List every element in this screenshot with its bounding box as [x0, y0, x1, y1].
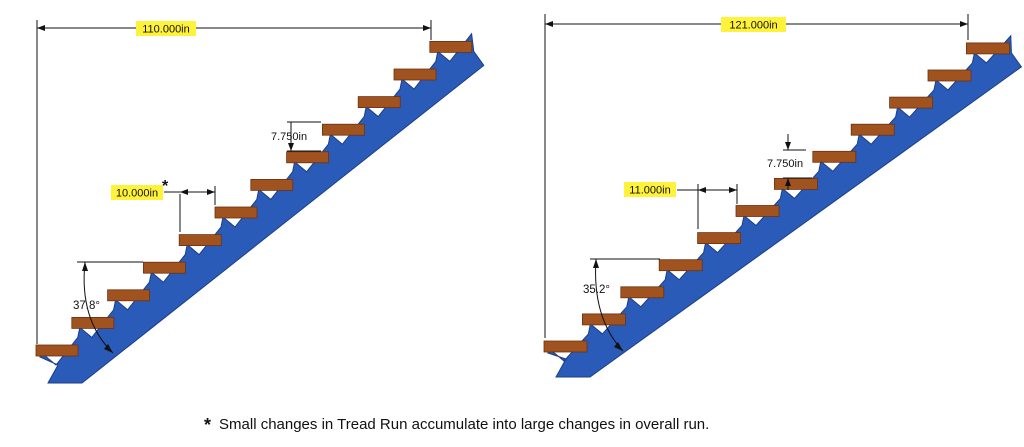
stair-right-tread — [850, 123, 895, 136]
stair-left-tread — [429, 41, 473, 53]
stair-left-riser-label: 7.750in — [271, 131, 307, 143]
stair-left-tread — [178, 234, 222, 247]
stair-left-overall-run-label: 110.000in — [142, 24, 190, 36]
footnote-text: Small changes in Tread Run accumulate in… — [219, 416, 710, 433]
stair-right-tread — [889, 96, 933, 109]
stair-right-overall-run-label: 121.000in — [729, 20, 777, 32]
stair-right-tread — [735, 205, 780, 217]
stair-left-riser-dimension: 7.750in — [271, 121, 321, 152]
stair-left-tread — [107, 289, 150, 302]
stair-right-angle-label: 35.2° — [583, 284, 610, 296]
stair-right-tread — [966, 42, 1010, 55]
stair-left-tread — [393, 68, 437, 81]
stair-left-tread — [321, 123, 365, 136]
stair-right-tread — [658, 259, 703, 272]
stair-left-overall-run-dimension: 110.000in — [36, 20, 432, 344]
stair-right-riser-dimension: 7.750in — [767, 134, 812, 190]
stair-left-tread — [250, 178, 294, 191]
stair-right-tread — [543, 340, 588, 353]
stair-left-tread-run-label: 10.000in — [116, 188, 158, 200]
stair-left-tread — [35, 344, 79, 357]
stair-left-tread — [214, 206, 258, 219]
footnote-star: * — [204, 415, 212, 435]
stair-left-angle-label: 37.8° — [73, 300, 100, 312]
stair-right-tread — [697, 232, 741, 245]
stair-right-tread — [774, 177, 818, 190]
stair-left-tread-run-star: * — [162, 178, 169, 195]
stair-right-overall-run-dimension: 121.000in — [544, 14, 969, 338]
stair-left-tread — [142, 261, 186, 274]
stair-right-stringer — [546, 34, 1023, 378]
stair-left: 110.000in 10.000in * 7.750in 3 — [35, 20, 485, 384]
stair-right: 121.000in 11.000in 7.750in 35.2° — [543, 14, 1023, 378]
stair-left-tread — [286, 151, 330, 164]
stair-right-tread — [927, 69, 972, 82]
stair-right-tread — [620, 286, 665, 299]
stair-left-stringer — [38, 32, 485, 384]
stair-right-tread — [812, 150, 857, 163]
footnote: * Small changes in Tread Run accumulate i… — [204, 413, 710, 435]
stair-left-tread-run-dimension: 10.000in * — [111, 178, 216, 232]
stair-right-angle-dimension: 35.2° — [583, 258, 660, 352]
stair-left-angle-dimension: 37.8° — [73, 261, 143, 354]
stair-right-tread-run-dimension: 11.000in — [624, 182, 738, 229]
stair-right-riser-label: 7.750in — [767, 158, 803, 170]
stair-right-tread-run-label: 11.000in — [629, 185, 670, 197]
stair-left-tread — [357, 96, 401, 108]
